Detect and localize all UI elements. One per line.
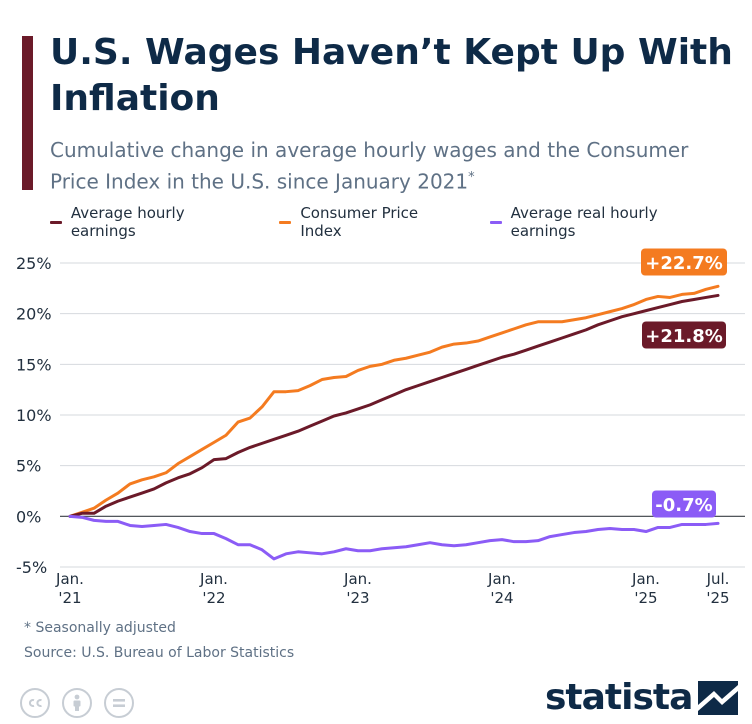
title-accent-bar	[22, 36, 33, 190]
x-tick-label: '25	[706, 589, 729, 607]
equals-glyph	[113, 699, 125, 707]
legend-item-earnings: Average hourly earnings	[50, 204, 251, 240]
end-value-badge-0	[642, 321, 726, 349]
x-tick-label: '23	[346, 589, 369, 607]
legend-item-real: Average real hourly earnings	[489, 204, 724, 240]
x-tick-label: Jul.	[706, 570, 730, 588]
attribution-icon[interactable]	[62, 688, 92, 718]
series-line-1	[68, 284, 720, 518]
end-value-badge-2	[652, 490, 716, 518]
y-tick-label: 10%	[16, 406, 52, 425]
cc-glyph	[28, 699, 42, 707]
footnote: * Seasonally adjusted	[24, 620, 176, 636]
series-line-2	[68, 514, 720, 561]
y-tick-label: 25%	[16, 254, 52, 273]
chart-title: U.S. Wages Haven’t Kept Up With Inflatio…	[50, 32, 733, 119]
legend-label-real: Average real hourly earnings	[510, 204, 658, 240]
x-tick-label: '24	[490, 589, 513, 607]
legend-label-earnings: Average hourly earnings	[70, 204, 185, 240]
legend: Average hourly earnings Consumer Price I…	[50, 204, 752, 240]
license-icons	[20, 688, 146, 718]
no-derivatives-icon[interactable]	[104, 688, 134, 718]
x-tick-label: Jan.	[487, 570, 516, 588]
subtitle-text: Cumulative change in average hourly wage…	[50, 138, 689, 194]
legend-item-cpi: Consumer Price Index	[279, 204, 461, 240]
x-tick-label: '25	[634, 589, 657, 607]
x-tick-label: Jan.	[631, 570, 660, 588]
y-tick-label: 0%	[16, 507, 41, 526]
statista-logo-icon	[698, 681, 739, 715]
x-tick-label: Jan.	[199, 570, 228, 588]
legend-swatch-cpi	[279, 220, 292, 224]
cc-icon[interactable]	[20, 688, 50, 718]
x-tick-label: '21	[58, 589, 81, 607]
y-tick-label: 5%	[16, 457, 41, 476]
end-value-label-1: +22.7%	[645, 253, 723, 274]
subtitle-footnote-marker: *	[468, 170, 475, 185]
statista-brand[interactable]: statista	[545, 676, 739, 720]
person-glyph	[73, 694, 81, 711]
legend-swatch-earnings	[50, 220, 62, 224]
x-tick-label: Jan.	[55, 570, 84, 588]
brand-name: statista	[545, 677, 693, 718]
legend-swatch-real	[489, 220, 502, 224]
series-line-0	[68, 293, 720, 518]
x-tick-label: '22	[202, 589, 225, 607]
y-tick-label: 20%	[16, 305, 52, 324]
end-value-label-0: +21.8%	[645, 326, 723, 347]
x-tick-label: Jan.	[343, 570, 372, 588]
y-tick-label: 15%	[16, 355, 52, 374]
chart-subtitle: Cumulative change in average hourly wage…	[50, 137, 740, 196]
end-value-label-2: -0.7%	[655, 495, 712, 516]
legend-label-cpi: Consumer Price Index	[300, 204, 419, 240]
source-note: Source: U.S. Bureau of Labor Statistics	[24, 645, 295, 661]
y-tick-label: -5%	[16, 558, 47, 577]
end-value-badge-1	[641, 248, 727, 276]
